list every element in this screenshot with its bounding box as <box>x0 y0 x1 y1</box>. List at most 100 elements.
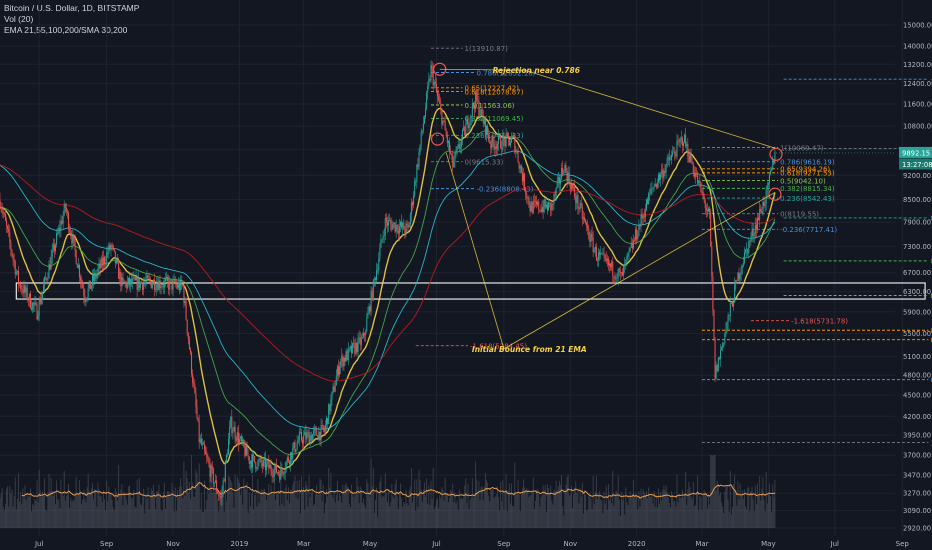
candle-body <box>363 333 365 338</box>
candle <box>479 108 481 121</box>
candle <box>400 220 402 232</box>
candle <box>664 163 666 177</box>
volume-bar <box>528 496 530 528</box>
candle <box>106 247 108 268</box>
volume-bar <box>437 498 438 528</box>
time-axis[interactable]: Jul Sep Nov 2019 Mar May Jul Sep Nov 2020 Mar May Ju… <box>34 540 909 548</box>
candle-body <box>591 233 593 238</box>
volume-bar <box>469 499 471 528</box>
candle <box>354 339 356 358</box>
candle-body <box>722 342 724 348</box>
candle-body <box>353 342 355 344</box>
candle <box>82 279 84 289</box>
candle <box>359 331 361 351</box>
candle-body <box>40 297 42 304</box>
candle <box>318 426 320 442</box>
candle <box>312 426 314 441</box>
candle <box>222 477 224 497</box>
volume-bar <box>663 485 665 528</box>
candle <box>616 272 618 284</box>
candle-body <box>246 445 248 456</box>
candle-body <box>598 252 600 261</box>
candle <box>52 238 54 253</box>
volume-bar <box>604 503 606 528</box>
volume-bar <box>405 489 407 528</box>
candle-body <box>56 233 58 245</box>
candle-body <box>377 270 379 271</box>
volume-bar <box>356 476 358 528</box>
candle-body <box>714 339 716 379</box>
candle-body <box>181 279 183 286</box>
volume-bar <box>506 510 508 528</box>
volume-bar <box>733 484 735 528</box>
volume-bar <box>588 496 590 528</box>
volume-bar <box>186 478 188 528</box>
candle-body <box>295 449 297 453</box>
candle-body <box>582 217 584 219</box>
volume-bar <box>445 493 447 528</box>
candle-body <box>516 151 518 152</box>
candle <box>324 420 326 436</box>
candle-body <box>685 134 687 147</box>
time-tick-label: May <box>761 540 775 548</box>
countdown-box <box>899 158 932 170</box>
annotation-arrow <box>503 192 776 350</box>
volume-bar <box>504 490 506 528</box>
candle <box>56 229 58 248</box>
candle-body <box>280 467 282 480</box>
candle-body <box>189 349 191 353</box>
volume-bar <box>550 485 552 528</box>
candle-body <box>294 442 296 453</box>
candle-body <box>366 318 368 332</box>
candle <box>688 149 690 164</box>
candle-body <box>251 454 253 468</box>
candle <box>532 195 534 215</box>
volume-bar <box>392 495 394 528</box>
volume-bar <box>352 491 354 528</box>
candle-body <box>146 275 148 281</box>
candle <box>663 167 665 182</box>
volume-bar <box>660 492 662 528</box>
price-tick-label: 10800.00 <box>903 122 932 130</box>
volume-bar <box>599 490 601 528</box>
candle-body <box>553 194 555 204</box>
volume-bar <box>669 507 671 528</box>
candle <box>467 115 469 133</box>
candle-body <box>433 81 435 86</box>
price-tick-label: 9200.00 <box>903 172 931 180</box>
volume-bar <box>457 509 459 528</box>
candle <box>125 280 127 293</box>
candle-body <box>199 438 201 443</box>
candle-body <box>644 210 646 218</box>
candle <box>613 275 615 284</box>
candle-body <box>278 472 280 474</box>
volume-bar <box>466 503 468 528</box>
annotation-arrow <box>524 69 776 149</box>
candle <box>358 330 360 344</box>
volume-bar <box>137 493 139 528</box>
volume-bar <box>428 485 430 528</box>
candle <box>162 279 164 295</box>
candle <box>156 277 158 296</box>
volume-bar <box>319 478 321 528</box>
price-axis[interactable]: 15000.0014000.0013200.0012400.0011600.00… <box>776 22 932 533</box>
candle-body <box>63 204 65 216</box>
candle <box>1 203 3 218</box>
candle <box>526 190 528 204</box>
candle <box>538 198 540 215</box>
candle-body <box>446 135 448 144</box>
candle <box>514 133 516 155</box>
volume-bar <box>524 487 526 528</box>
candle-body <box>663 170 665 179</box>
volume-bar <box>334 502 336 528</box>
volume-bar <box>673 501 675 528</box>
volume-bar <box>245 489 247 528</box>
volume-bar <box>508 483 510 528</box>
candle <box>568 166 570 186</box>
price-tick-label: 14000.00 <box>903 43 932 51</box>
candle-body <box>33 302 35 306</box>
candle-body <box>277 472 279 473</box>
candle-body <box>534 201 536 202</box>
candle-body <box>193 382 195 385</box>
